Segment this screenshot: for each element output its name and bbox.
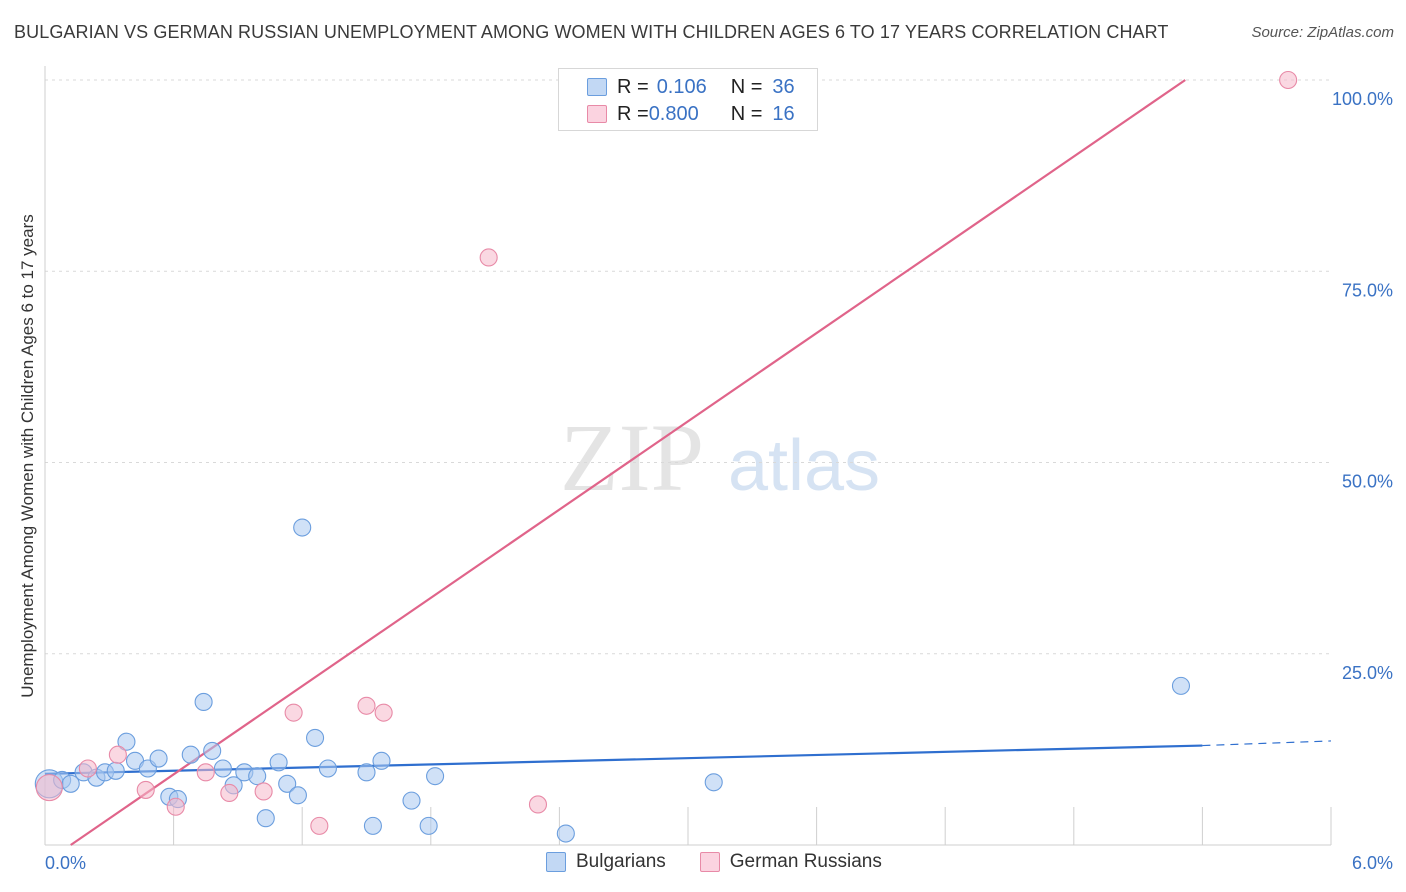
point-german-russians — [166, 797, 185, 816]
legend-swatch-german-russians — [699, 852, 720, 872]
point-bulgarians — [306, 728, 325, 747]
point-bulgarians — [419, 816, 438, 835]
point-german-russians — [1279, 70, 1298, 90]
legend-label-german-russians: German Russians — [729, 851, 882, 872]
point-german-russians — [136, 780, 155, 799]
point-bulgarians — [357, 763, 376, 782]
point-bulgarians — [1171, 676, 1191, 695]
legend-swatch-blue — [587, 78, 607, 96]
point-bulgarians — [288, 786, 307, 805]
point-bulgarians — [248, 767, 267, 786]
point-bulgarians — [256, 809, 275, 828]
legend-n-label: N = — [730, 75, 763, 98]
point-german-russians — [254, 782, 273, 801]
point-german-russians — [374, 703, 393, 722]
series-legend: Bulgarians German Russians — [546, 851, 882, 873]
point-bulgarians — [278, 774, 297, 793]
legend-r-value: 0.106 — [656, 75, 707, 98]
legend-row-german-russians: R = 0.800 N = 16 — [559, 101, 795, 127]
point-bulgarians — [704, 773, 723, 792]
legend-label-bulgarians: Bulgarians — [576, 851, 666, 872]
point-german-russians — [310, 816, 329, 835]
watermark: ZIP atlas — [560, 404, 880, 511]
legend-r-value: 0.800 — [648, 102, 699, 125]
point-bulgarians — [426, 767, 445, 786]
y-tick-label: 75.0% — [1342, 280, 1393, 300]
y-tick-label: 50.0% — [1342, 472, 1393, 492]
point-german-russians — [357, 696, 376, 715]
point-bulgarians — [556, 824, 575, 843]
point-german-russians — [220, 783, 239, 803]
point-bulgarians — [363, 816, 382, 835]
trend-line-german-russians — [70, 79, 1186, 846]
point-german-russians — [35, 774, 63, 802]
x-tick-label: 0.0% — [45, 853, 86, 873]
point-bulgarians — [149, 749, 168, 768]
legend-r-label: R = — [617, 75, 649, 98]
legend-row-bulgarians: R = 0.106 N = 36 — [559, 74, 795, 100]
legend-n-value: 36 — [772, 75, 795, 98]
point-bulgarians — [117, 732, 136, 751]
point-german-russians — [528, 795, 548, 814]
legend-swatch-pink — [587, 105, 607, 123]
point-german-russians — [196, 763, 215, 782]
grid — [45, 79, 1331, 655]
x-tick-label: 6.0% — [1352, 853, 1393, 873]
legend-r-label: R = — [617, 102, 649, 125]
point-bulgarians — [402, 791, 421, 810]
chart-title: BULGARIAN VS GERMAN RUSSIAN UNEMPLOYMENT… — [14, 22, 1169, 42]
y-tick-label: 25.0% — [1342, 663, 1393, 683]
tick-labels: 25.0% 50.0% 75.0% 100.0% 0.0% 6.0% — [45, 89, 1393, 873]
source-label: Source: ZipAtlas.com — [1251, 24, 1394, 41]
point-german-russians — [108, 745, 127, 764]
point-bulgarians — [181, 745, 200, 764]
trend-line-bulgarians-extension — [1202, 740, 1332, 747]
point-bulgarians — [269, 753, 288, 772]
legend-swatch-bulgarians — [546, 852, 566, 872]
legend-n-value: 16 — [772, 102, 795, 125]
correlation-legend: R = 0.106 N = 36 R = 0.800 N = 16 — [558, 68, 818, 131]
point-german-russians — [479, 248, 498, 267]
point-bulgarians — [372, 751, 391, 770]
data-points — [34, 70, 1298, 843]
point-german-russians — [78, 759, 97, 778]
legend-n-label: N = — [730, 102, 763, 125]
y-tick-label: 100.0% — [1332, 89, 1393, 109]
point-bulgarians — [318, 759, 337, 778]
point-bulgarians — [194, 692, 213, 711]
point-german-russians — [284, 703, 303, 722]
point-bulgarians — [293, 518, 312, 537]
point-bulgarians — [213, 759, 232, 778]
watermark-atlas: atlas — [728, 426, 880, 506]
point-bulgarians — [203, 741, 222, 760]
point-bulgarians — [106, 761, 125, 780]
